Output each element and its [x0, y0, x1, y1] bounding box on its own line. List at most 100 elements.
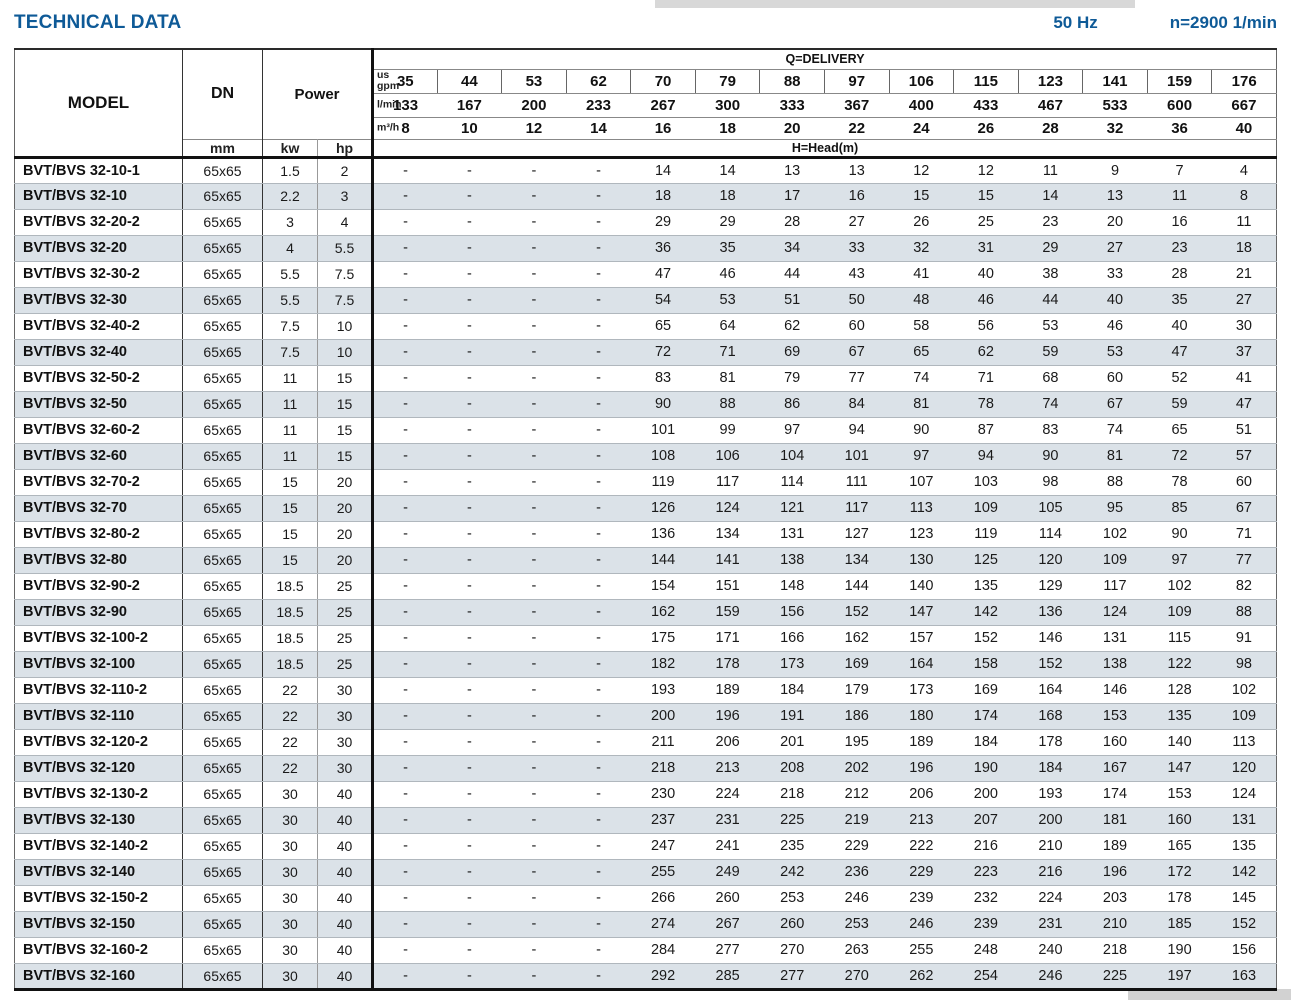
dn-cell: 65x65 — [182, 677, 263, 704]
dn-cell: 65x65 — [182, 391, 263, 418]
lmin-header-cell: 667 — [1211, 93, 1277, 118]
kw-cell: 18.5 — [262, 625, 318, 652]
head-value-cell: 184 — [759, 677, 825, 704]
head-value-cell: - — [437, 495, 502, 522]
head-value-cell: - — [566, 365, 631, 392]
head-value-cell: 247 — [630, 833, 696, 860]
head-value-cell: - — [501, 573, 567, 600]
head-value-cell: - — [566, 391, 631, 418]
head-value-cell: 53 — [1018, 313, 1083, 340]
kw-cell: 3 — [262, 209, 318, 236]
table-row: BVT/BVS 32-90-2 65x65 18.5 25- - - -154 151 148 1… — [14, 573, 1277, 600]
model-column-header: MODEL — [14, 49, 183, 157]
head-value-cell: 74 — [1082, 417, 1148, 444]
kw-cell: 5.5 — [262, 287, 318, 314]
head-value-cell: 216 — [1018, 859, 1083, 886]
head-value-cell: 102 — [1082, 521, 1148, 548]
dn-cell: 65x65 — [182, 625, 263, 652]
head-value-cell: - — [437, 833, 502, 860]
head-value-cell: 29 — [695, 209, 760, 236]
table-row: BVT/BVS 32-20 65x65 4 5.5- - - -36 35 34 33 32 31 29… — [14, 235, 1277, 262]
hp-cell: 30 — [317, 703, 373, 730]
dn-cell: 65x65 — [182, 495, 263, 522]
head-value-cell: - — [371, 157, 438, 184]
hp-cell: 40 — [317, 781, 373, 808]
head-value-cell: - — [566, 781, 631, 808]
table-row: BVT/BVS 32-110-2 65x65 22 30- - - -193 189 184 17… — [14, 677, 1277, 704]
head-value-cell: 50 — [824, 287, 890, 314]
head-value-cell: 152 — [824, 599, 890, 626]
head-value-cell: 72 — [630, 339, 696, 366]
head-value-cell: - — [566, 547, 631, 574]
head-value-cell: - — [437, 729, 502, 756]
head-value-cell: 90 — [889, 417, 954, 444]
m3h-header-cell: 14 — [566, 117, 631, 140]
head-value-cell: - — [437, 911, 502, 938]
head-value-cell: 58 — [889, 313, 954, 340]
head-value-cell: 117 — [824, 495, 890, 522]
head-value-cell: - — [566, 885, 631, 912]
head-value-cell: 79 — [759, 365, 825, 392]
head-value-cell: 164 — [889, 651, 954, 678]
head-value-cell: 119 — [630, 469, 696, 496]
table-row: BVT/BVS 32-100 65x65 18.5 25- - - -182 178 173 16… — [14, 651, 1277, 678]
lmin-header-cell: 200 — [501, 93, 567, 118]
head-value-cell: 88 — [1211, 599, 1277, 626]
head-value-cell: 151 — [695, 573, 760, 600]
lmin-header-cell: 600 — [1147, 93, 1212, 118]
head-value-cell: 239 — [889, 885, 954, 912]
header-row-lmin: l/min 133 167 200 233 267 300 333 367 400 433 467 53… — [15, 93, 1277, 118]
head-value-cell: - — [371, 391, 438, 418]
model-cell model: BVT/BVS 32-50-2 — [14, 365, 183, 392]
head-value-cell: 32 — [889, 235, 954, 262]
head-value-cell: 46 — [695, 261, 760, 288]
table-row: BVT/BVS 32-100-2 65x65 18.5 25- - - -175 171 166… — [14, 625, 1277, 652]
head-value-cell: - — [437, 261, 502, 288]
head-value-cell: 144 — [630, 547, 696, 574]
head-value-cell: 195 — [824, 729, 890, 756]
head-value-cell: 107 — [889, 469, 954, 496]
model-cell model: BVT/BVS 32-60 — [14, 443, 183, 470]
head-value-cell: 101 — [824, 443, 890, 470]
head-value-cell: 90 — [1147, 521, 1212, 548]
m3h-header-cell: 40 — [1211, 117, 1277, 140]
head-value-cell: - — [371, 963, 438, 990]
head-value-cell: 266 — [630, 885, 696, 912]
head-value-cell: 65 — [1147, 417, 1212, 444]
head-value-cell: - — [566, 183, 631, 210]
head-value-cell: 72 — [1147, 443, 1212, 470]
head-value-cell: 86 — [759, 391, 825, 418]
hp-cell: 40 — [317, 885, 373, 912]
head-value-cell: 184 — [953, 729, 1019, 756]
hp-header: hp — [317, 138, 373, 157]
head-value-cell: 18 — [695, 183, 760, 210]
gpm-header-cell: us gpm 35 — [371, 69, 438, 94]
head-value-cell: 200 — [630, 703, 696, 730]
model-cell model: BVT/BVS 32-150 — [14, 911, 183, 938]
head-value-cell: 232 — [953, 885, 1019, 912]
head-value-cell: 81 — [695, 365, 760, 392]
head-value-cell: 189 — [1082, 833, 1148, 860]
head-value-cell: 255 — [630, 859, 696, 886]
head-value-cell: 109 — [1211, 703, 1277, 730]
kw-cell: 22 — [262, 755, 318, 782]
head-value-cell: 224 — [1018, 885, 1083, 912]
head-value-cell: 184 — [1018, 755, 1083, 782]
dn-cell: 65x65 — [182, 235, 263, 262]
table-row: BVT/BVS 32-50-2 65x65 11 15- - - -83 81 79 77 74 71… — [14, 365, 1277, 392]
kw-cell: 22 — [262, 729, 318, 756]
head-value-cell: 74 — [1018, 391, 1083, 418]
head-value-cell: 142 — [953, 599, 1019, 626]
table-row: BVT/BVS 32-130-2 65x65 30 40- - - -230 224 218 21… — [14, 781, 1277, 808]
head-value-cell: 84 — [824, 391, 890, 418]
gpm-header-cell: 115 — [953, 69, 1019, 94]
head-value-cell: 239 — [953, 911, 1019, 938]
head-value-cell: 270 — [759, 937, 825, 964]
head-value-cell: 246 — [1018, 963, 1083, 990]
head-value-cell: 47 — [1147, 339, 1212, 366]
dn-cell: 65x65 — [182, 833, 263, 860]
head-value-cell: 152 — [1018, 651, 1083, 678]
head-value-cell: - — [437, 651, 502, 678]
head-value-cell: 284 — [630, 937, 696, 964]
dn-cell: 65x65 — [182, 911, 263, 938]
